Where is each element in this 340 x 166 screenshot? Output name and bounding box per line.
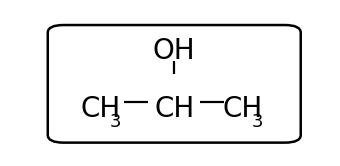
Text: CH: CH — [154, 95, 194, 123]
Text: CH: CH — [223, 95, 263, 123]
Text: 3: 3 — [252, 113, 263, 131]
Text: CH: CH — [80, 95, 121, 123]
Text: OH: OH — [153, 37, 195, 65]
FancyBboxPatch shape — [48, 25, 301, 143]
Text: 3: 3 — [109, 113, 121, 131]
